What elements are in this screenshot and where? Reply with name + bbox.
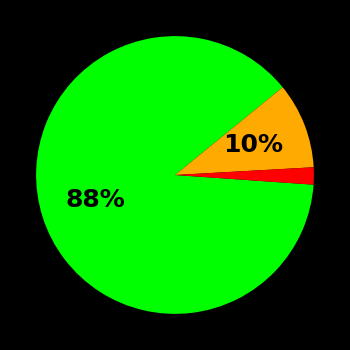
Wedge shape xyxy=(175,87,314,175)
Wedge shape xyxy=(175,167,314,185)
Text: 88%: 88% xyxy=(66,188,125,212)
Wedge shape xyxy=(36,36,314,314)
Text: 10%: 10% xyxy=(223,133,283,157)
